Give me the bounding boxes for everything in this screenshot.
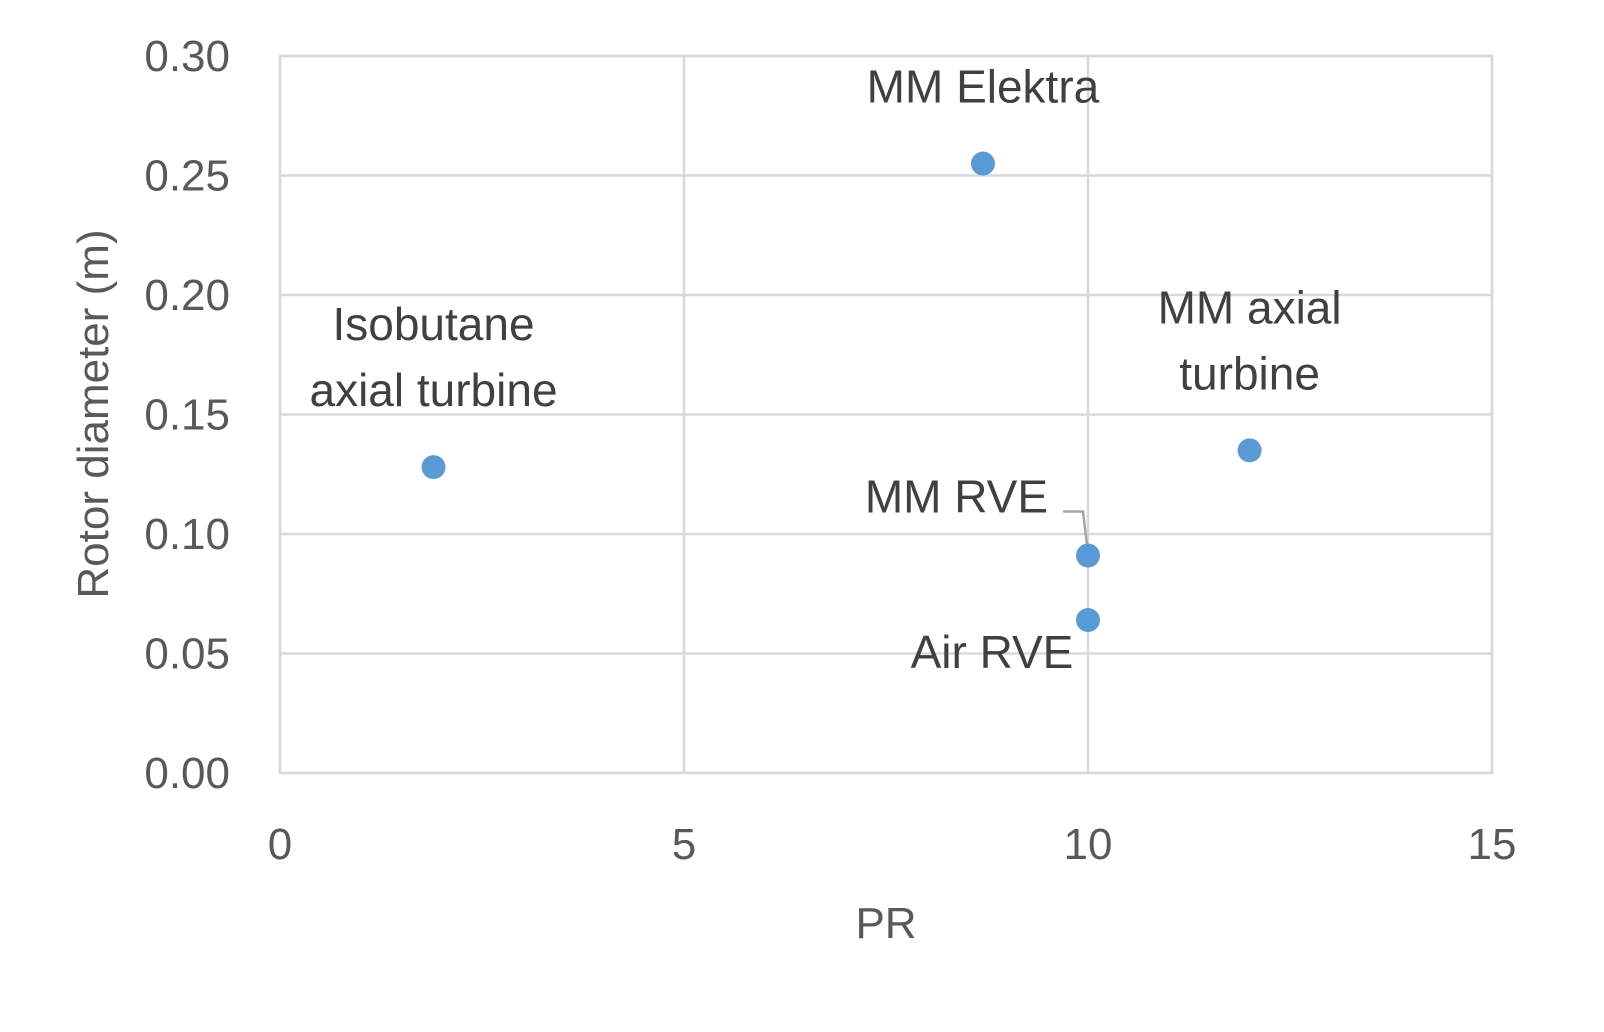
leader-lines xyxy=(1063,510,1090,554)
label-mm-axial-turbine: MM axial turbine xyxy=(1158,281,1342,399)
plot-area-frame xyxy=(278,54,1494,775)
label-line: MM Elektra xyxy=(867,61,1100,113)
x-tick-label: 0 xyxy=(268,820,292,869)
data-labels: Isobutane axial turbine MM Elektra MM axial… xyxy=(309,61,1341,678)
leader-line-mm-rve xyxy=(1063,510,1090,554)
label-line: turbine xyxy=(1179,347,1320,399)
x-tick-label: 15 xyxy=(1468,820,1517,869)
x-axis-title: PR xyxy=(855,899,916,948)
data-points xyxy=(421,151,1262,633)
y-tick-label: 0.10 xyxy=(144,510,230,559)
label-line: MM RVE xyxy=(865,471,1048,523)
y-tick-labels: 0.00 0.05 0.10 0.15 0.20 0.25 0.30 xyxy=(144,32,230,798)
y-tick-label: 0.25 xyxy=(144,152,230,201)
label-line: axial turbine xyxy=(309,364,557,416)
label-mm-elektra: MM Elektra xyxy=(867,61,1100,113)
x-tick-label: 5 xyxy=(672,820,696,869)
point-mm-elektra xyxy=(970,151,995,176)
label-line: Air RVE xyxy=(911,626,1074,678)
y-axis-title: Rotor diameter (m) xyxy=(69,229,118,598)
point-isobutane-axial-turbine xyxy=(421,455,446,480)
label-isobutane-axial-turbine: Isobutane axial turbine xyxy=(309,298,557,416)
y-tick-label: 0.30 xyxy=(144,32,230,81)
grid xyxy=(278,54,1494,775)
y-tick-label: 0.20 xyxy=(144,271,230,320)
x-tick-labels: 0 5 10 15 xyxy=(268,820,1517,869)
label-line: Isobutane xyxy=(332,298,534,350)
y-tick-label: 0.05 xyxy=(144,630,230,679)
label-mm-rve: MM RVE xyxy=(865,471,1048,523)
x-tick-label: 10 xyxy=(1064,820,1113,869)
label-line: MM axial xyxy=(1158,281,1342,333)
point-mm-axial-turbine xyxy=(1237,438,1262,463)
label-air-rve: Air RVE xyxy=(911,626,1074,678)
point-mm-rve xyxy=(1076,543,1100,568)
y-tick-label: 0.00 xyxy=(144,749,230,798)
y-tick-label: 0.15 xyxy=(144,391,230,440)
point-air-rve xyxy=(1076,608,1100,633)
